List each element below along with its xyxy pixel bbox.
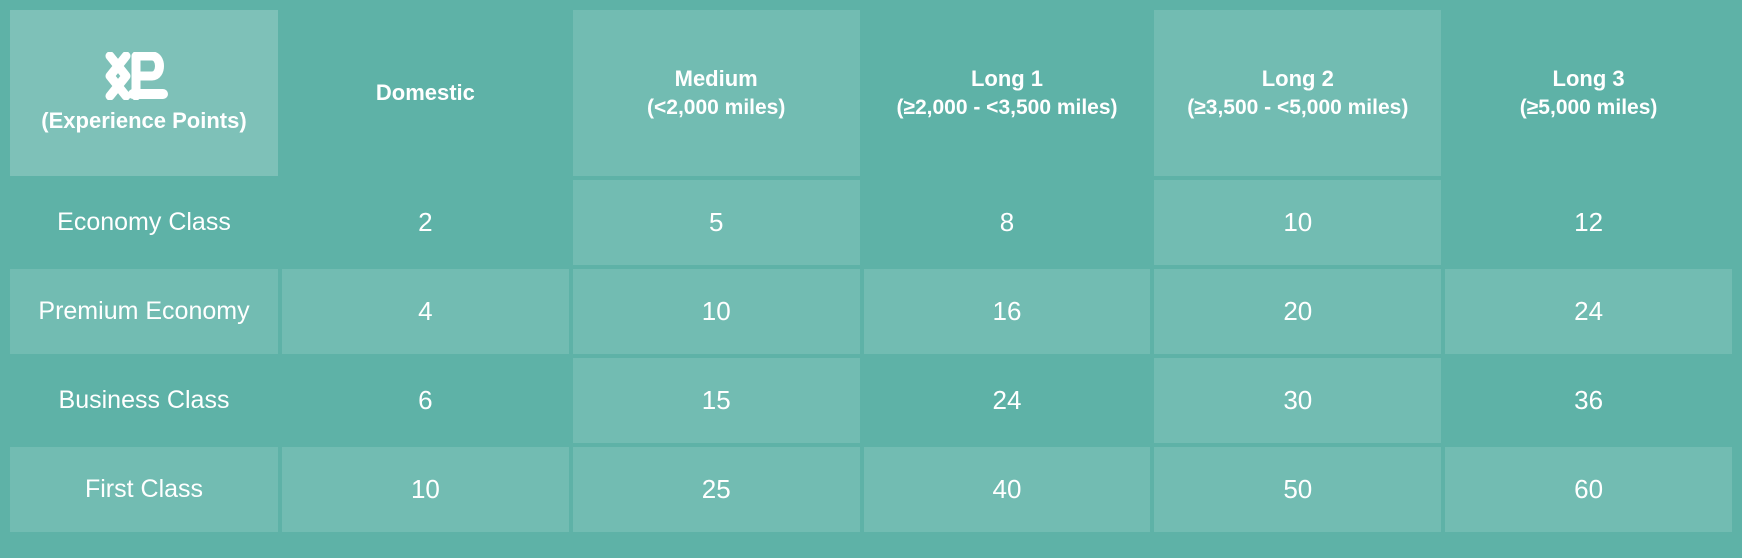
row-2-col-4: 36	[1445, 358, 1732, 443]
row-2-col-2: 24	[864, 358, 1151, 443]
table-row: First Class 10 25 40 50 60	[8, 445, 1734, 534]
row-3-col-2: 40	[864, 447, 1151, 532]
header-col-0: Domestic	[282, 10, 569, 176]
header-col-2-sub: (≥2,000 - <3,500 miles)	[896, 94, 1117, 122]
header-col-2: Long 1 (≥2,000 - <3,500 miles)	[864, 10, 1151, 176]
header-col-3-title: Long 2	[1262, 64, 1334, 94]
row-2-col-0: 6	[282, 358, 569, 443]
table-row: Economy Class 2 5 8 10 12	[8, 178, 1734, 267]
row-1-col-4: 24	[1445, 269, 1732, 354]
header-col-1-sub: (<2,000 miles)	[647, 94, 785, 122]
header-col-4-title: Long 3	[1553, 64, 1625, 94]
row-3-col-3: 50	[1154, 447, 1441, 532]
row-3-col-1: 25	[573, 447, 860, 532]
header-row: (Experience Points) Domestic Medium (<2,…	[8, 8, 1734, 178]
row-1-col-0: 4	[282, 269, 569, 354]
header-col-4-sub: (≥5,000 miles)	[1520, 94, 1658, 122]
row-0-label: Economy Class	[10, 180, 278, 265]
header-col-4: Long 3 (≥5,000 miles)	[1445, 10, 1732, 176]
row-0-col-4: 12	[1445, 180, 1732, 265]
row-0-col-1: 5	[573, 180, 860, 265]
row-1-label: Premium Economy	[10, 269, 278, 354]
header-col-3-sub: (≥3,500 - <5,000 miles)	[1187, 94, 1408, 122]
header-corner-cell: (Experience Points)	[10, 10, 278, 176]
row-1-col-2: 16	[864, 269, 1151, 354]
table-row: Business Class 6 15 24 30 36	[8, 356, 1734, 445]
table-grid: (Experience Points) Domestic Medium (<2,…	[8, 8, 1734, 550]
row-0-col-0: 2	[282, 180, 569, 265]
row-1-col-1: 10	[573, 269, 860, 354]
header-col-1: Medium (<2,000 miles)	[573, 10, 860, 176]
row-1-col-3: 20	[1154, 269, 1441, 354]
row-3-col-4: 60	[1445, 447, 1732, 532]
row-2-label: Business Class	[10, 358, 278, 443]
header-col-3: Long 2 (≥3,500 - <5,000 miles)	[1154, 10, 1441, 176]
header-corner-label: (Experience Points)	[41, 108, 246, 134]
row-2-col-1: 15	[573, 358, 860, 443]
header-col-2-title: Long 1	[971, 64, 1043, 94]
xp-table: (Experience Points) Domestic Medium (<2,…	[8, 8, 1734, 550]
row-3-col-0: 10	[282, 447, 569, 532]
xp-icon	[104, 52, 184, 100]
row-0-col-3: 10	[1154, 180, 1441, 265]
row-0-col-2: 8	[864, 180, 1151, 265]
row-2-col-3: 30	[1154, 358, 1441, 443]
header-col-0-title: Domestic	[376, 78, 475, 108]
header-col-1-title: Medium	[675, 64, 758, 94]
row-3-label: First Class	[10, 447, 278, 532]
table-row: Premium Economy 4 10 16 20 24	[8, 267, 1734, 356]
